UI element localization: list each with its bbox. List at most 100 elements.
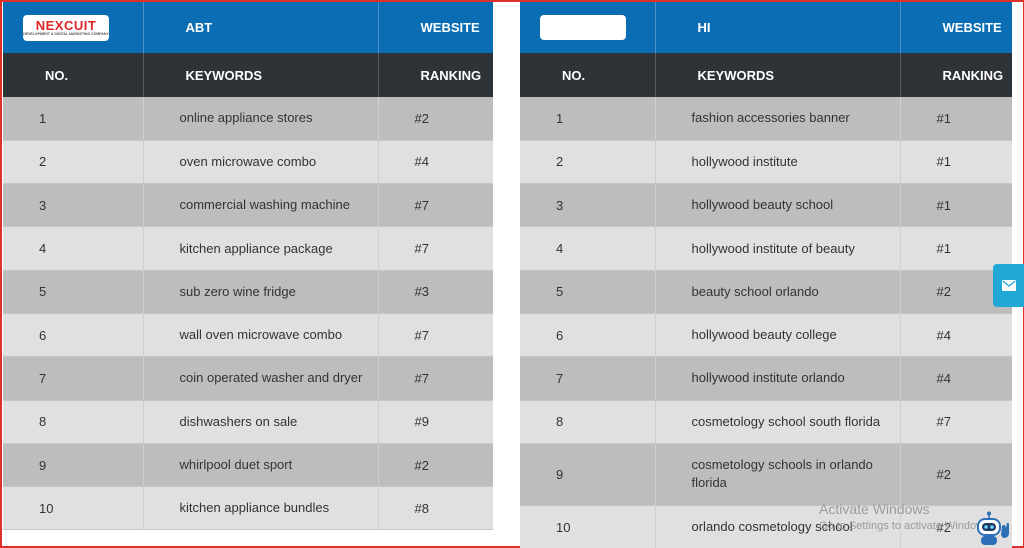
- col-header-keywords: KEYWORDS: [655, 53, 901, 97]
- email-icon: [1001, 280, 1016, 291]
- table-header-row: NO. KEYWORDS RANKING: [3, 53, 493, 97]
- row-keyword: online appliance stores: [143, 97, 379, 141]
- table-row: 10 orlando cosmetology school #2: [520, 505, 1012, 548]
- row-keyword: hollywood beauty college: [655, 313, 901, 358]
- row-number: 8: [3, 400, 144, 444]
- logo-cell: NEXCUIT DEVELOPMENT & DIGITAL MARKETING …: [3, 2, 144, 53]
- row-number: 1: [3, 97, 144, 141]
- row-ranking: #3: [378, 270, 493, 314]
- row-keyword: hollywood institute: [655, 140, 901, 185]
- table-row: 2 oven microwave combo #4: [3, 140, 493, 185]
- table-row: 8 cosmetology school south florida #7: [520, 400, 1012, 444]
- logo-tagline: DEVELOPMENT & DIGITAL MARKETING COMPANY: [23, 32, 109, 36]
- row-ranking: #1: [900, 140, 1012, 185]
- table-row: 7 hollywood institute orlando #4: [520, 356, 1012, 401]
- row-number: 9: [520, 443, 656, 506]
- col-header-ranking: RANKING: [900, 53, 1012, 97]
- ranking-table-hi: HI WEBSITE NO. KEYWORDS RANKING 1 fashion…: [520, 2, 1012, 548]
- table-row: 5 beauty school orlando #2: [520, 270, 1012, 314]
- row-number: 5: [520, 270, 656, 314]
- row-number: 4: [520, 226, 656, 271]
- row-number: 6: [3, 313, 144, 358]
- website-label: WEBSITE: [378, 2, 493, 53]
- col-header-ranking: RANKING: [378, 53, 493, 97]
- logo-cell: [520, 2, 656, 53]
- row-keyword: cosmetology schools in orlando florida: [655, 443, 901, 506]
- row-keyword: hollywood institute orlando: [655, 356, 901, 401]
- col-header-no: NO.: [520, 53, 656, 97]
- site-name: ABT: [143, 2, 379, 53]
- floating-email-button[interactable]: [993, 264, 1024, 307]
- table-row: 9 whirlpool duet sport #2: [3, 443, 493, 488]
- table-row: 5 sub zero wine fridge #3: [3, 270, 493, 314]
- row-keyword: commercial washing machine: [143, 183, 379, 228]
- website-label: WEBSITE: [900, 2, 1012, 53]
- row-number: 2: [520, 140, 656, 185]
- row-ranking: #1: [900, 97, 1012, 141]
- row-number: 5: [3, 270, 144, 314]
- table-top-row: HI WEBSITE: [520, 2, 1012, 53]
- table-row: 9 cosmetology schools in orlando florida #…: [520, 443, 1012, 506]
- ranking-panel-hi: HI WEBSITE NO. KEYWORDS RANKING 1 fashion…: [520, 2, 1012, 548]
- table-body: 1 fashion accessories banner #1 2 hollywood …: [520, 97, 1012, 548]
- row-number: 9: [3, 443, 144, 488]
- row-keyword: fashion accessories banner: [655, 97, 901, 141]
- table-row: 3 commercial washing machine #7: [3, 183, 493, 228]
- row-keyword: hollywood beauty school: [655, 183, 901, 228]
- row-ranking: #2: [378, 443, 493, 488]
- table-row: 7 coin operated washer and dryer #7: [3, 356, 493, 401]
- row-number: 2: [3, 140, 144, 185]
- row-ranking: #1: [900, 183, 1012, 228]
- row-ranking: #1: [900, 226, 1012, 271]
- row-keyword: hollywood institute of beauty: [655, 226, 901, 271]
- table-row: 1 online appliance stores #2: [3, 97, 493, 141]
- logo-text: NEXCUIT: [35, 18, 97, 33]
- table-row: 6 hollywood beauty college #4: [520, 313, 1012, 358]
- row-ranking: #4: [900, 313, 1012, 358]
- row-keyword: cosmetology school south florida: [655, 400, 901, 444]
- site-name: HI: [655, 2, 901, 53]
- row-ranking: #2: [378, 97, 493, 141]
- row-number: 4: [3, 226, 144, 271]
- table-header-row: NO. KEYWORDS RANKING: [520, 53, 1012, 97]
- row-ranking: #7: [900, 400, 1012, 444]
- row-keyword: whirlpool duet sport: [143, 443, 379, 488]
- row-keyword: kitchen appliance package: [143, 226, 379, 271]
- row-number: 8: [520, 400, 656, 444]
- table-row: 1 fashion accessories banner #1: [520, 97, 1012, 141]
- row-ranking: #7: [378, 226, 493, 271]
- table-top-row: NEXCUIT DEVELOPMENT & DIGITAL MARKETING …: [3, 2, 493, 53]
- row-ranking: #4: [900, 356, 1012, 401]
- ranking-table-abt: NEXCUIT DEVELOPMENT & DIGITAL MARKETING …: [3, 2, 493, 531]
- row-ranking: #8: [378, 486, 493, 531]
- row-ranking: #7: [378, 313, 493, 358]
- row-keyword: coin operated washer and dryer: [143, 356, 379, 401]
- row-number: 3: [3, 183, 144, 228]
- row-ranking: #7: [378, 356, 493, 401]
- activate-windows-watermark: Activate Windows Go to Settings to activ…: [819, 501, 993, 533]
- blank-logo: [540, 15, 626, 40]
- row-number: 10: [3, 486, 144, 531]
- chatbot-robot-icon[interactable]: [975, 510, 1011, 546]
- nexcuit-logo[interactable]: NEXCUIT DEVELOPMENT & DIGITAL MARKETING …: [23, 14, 109, 41]
- row-number: 1: [520, 97, 656, 141]
- row-ranking: #2: [900, 443, 1012, 506]
- row-keyword: dishwashers on sale: [143, 400, 379, 444]
- table-row: 8 dishwashers on sale #9: [3, 400, 493, 444]
- table-row: 6 wall oven microwave combo #7: [3, 313, 493, 358]
- row-number: 7: [3, 356, 144, 401]
- row-ranking: #7: [378, 183, 493, 228]
- table-body: 1 online appliance stores #2 2 oven microwav…: [3, 97, 493, 531]
- row-keyword: kitchen appliance bundles: [143, 486, 379, 531]
- row-number: 6: [520, 313, 656, 358]
- col-header-keywords: KEYWORDS: [143, 53, 379, 97]
- watermark-title: Activate Windows: [819, 501, 930, 517]
- row-keyword: sub zero wine fridge: [143, 270, 379, 314]
- watermark-subtitle: Go to Settings to activate Windows.: [819, 520, 993, 532]
- table-row: 3 hollywood beauty school #1: [520, 183, 1012, 228]
- table-row: 4 hollywood institute of beauty #1: [520, 226, 1012, 271]
- table-row: 4 kitchen appliance package #7: [3, 226, 493, 271]
- table-row: 2 hollywood institute #1: [520, 140, 1012, 185]
- row-keyword: wall oven microwave combo: [143, 313, 379, 358]
- row-keyword: oven microwave combo: [143, 140, 379, 185]
